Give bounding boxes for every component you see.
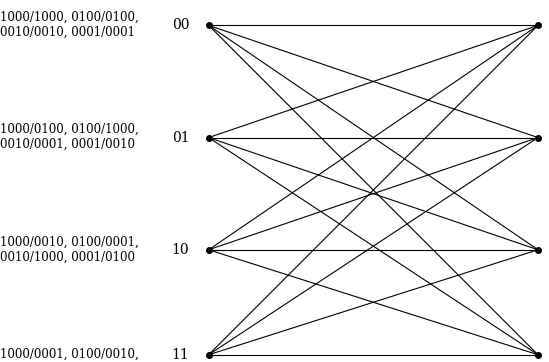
Text: 1000/0001, 0100/0010,
0010/0100, 0001/1000: 1000/0001, 0100/0010, 0010/0100, 0001/10… xyxy=(0,348,139,362)
Text: 00: 00 xyxy=(172,18,189,32)
Text: 1000/1000, 0100/0100,
0010/0010, 0001/0001: 1000/1000, 0100/0100, 0010/0010, 0001/00… xyxy=(0,11,139,39)
Text: 11: 11 xyxy=(172,348,189,362)
Text: 1000/0100, 0100/1000,
0010/0001, 0001/0010: 1000/0100, 0100/1000, 0010/0001, 0001/00… xyxy=(0,123,139,151)
Text: 1000/0010, 0100/0001,
0010/1000, 0001/0100: 1000/0010, 0100/0001, 0010/1000, 0001/01… xyxy=(0,235,139,263)
Text: 10: 10 xyxy=(172,243,189,257)
Text: 01: 01 xyxy=(172,131,189,144)
